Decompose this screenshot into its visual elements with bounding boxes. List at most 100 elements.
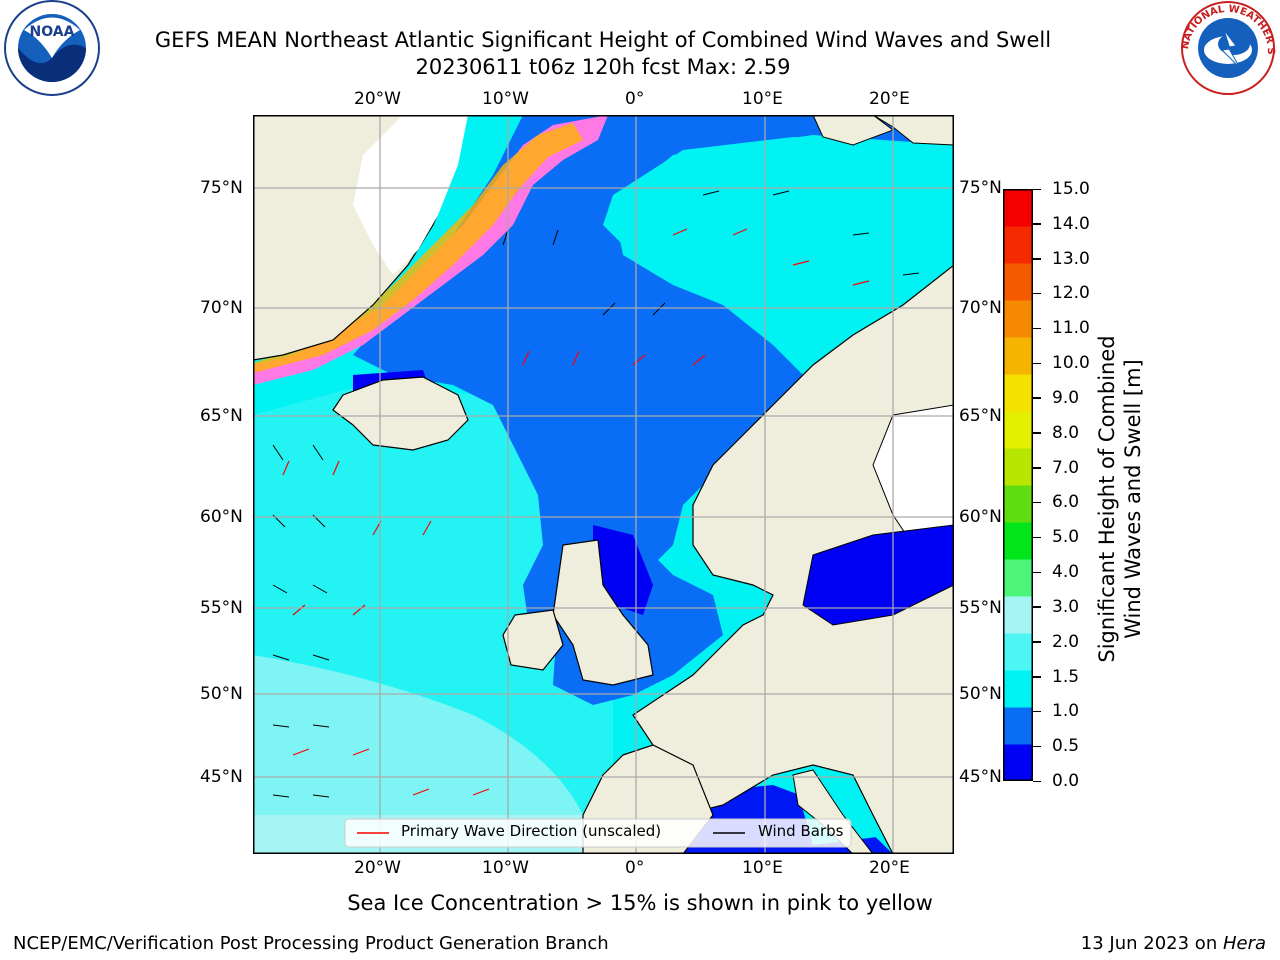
bottom-lon-tick: 10°W [482,858,529,878]
bottom-lon-tick: 0° [625,858,645,878]
colorbar-segment [1003,189,1033,227]
colorbar-tick-mark [1033,536,1041,539]
right-lat-tick: 50°N [959,684,1002,704]
right-lat-tick: 60°N [959,507,1002,527]
colorbar-tick-label: 7.0 [1052,457,1080,478]
colorbar-tick-label: 13.0 [1052,248,1090,269]
colorbar [1003,189,1033,781]
wind-barbs [272,190,920,798]
colorbar-tick-mark [1033,258,1041,260]
colorbar-tick-label: 1.5 [1052,666,1080,687]
footer-date-text: 13 Jun 2023 on [1080,933,1223,954]
top-lon-tick: 20°E [869,89,910,109]
left-lat-tick: 60°N [200,507,243,527]
top-lon-tick: 20°W [354,89,401,109]
ocean-mid-region [253,385,613,815]
colorbar-frame [1003,189,1033,781]
right-lat-tick: 75°N [959,178,1002,198]
colorbar-tick-label: 1.0 [1052,701,1080,722]
colorbar-tick-label: 0.0 [1052,771,1080,791]
map-caption: Sea Ice Concentration > 15% is shown in … [347,891,933,915]
great-britain-land [552,539,654,686]
colorbar-segment [1003,559,1033,597]
colorbar-tick-label: 14.0 [1052,213,1090,234]
right-lat-tick: 45°N [959,767,1002,787]
colorbar-tick-mark [1033,571,1041,574]
europe-land [632,264,954,854]
left-lat-tick: 55°N [200,598,243,618]
colorbar-tick-label: 5.0 [1052,527,1080,548]
left-lat-tick: 50°N [200,684,243,704]
colorbar-segment [1003,448,1033,486]
colorbar-tick-mark [1033,467,1041,469]
sea-ice-orange [253,123,583,373]
nws-logo: NATIONAL WEATHER SERVICE [1178,0,1276,95]
colorbar-tick-label: 15.0 [1052,179,1090,199]
colorbar-tick-label: 9.0 [1052,387,1080,408]
greenland-ice-cap [353,115,468,275]
colorbar-segment [1003,670,1033,708]
legend-box [344,818,852,848]
ireland-land [502,609,564,671]
colorbar-tick-mark [1033,397,1041,399]
colorbar-segment [1003,744,1033,781]
noaa-logo: NOAA [4,0,100,96]
colorbar-tick-mark [1033,501,1041,504]
colorbar-tick-mark [1033,432,1041,434]
colorbar-segment [1003,633,1033,671]
left-lat-tick: 70°N [200,298,243,318]
colorbar-segment [1003,707,1033,745]
left-lat-tick: 75°N [200,178,243,198]
right-lat-tick: 65°N [959,406,1002,426]
iceland-land [332,376,469,451]
colorbar-segment [1003,300,1033,338]
colorbar-segment [1003,374,1033,412]
colorbar-tick-mark [1033,362,1041,365]
footer-date: 13 Jun 2023 on Hera [1081,933,1266,954]
svalbard-land [812,115,895,146]
map-frame [253,115,954,854]
bottom-lon-tick: 20°E [869,858,910,878]
right-lat-tick: 55°N [959,598,1002,618]
map-panel [253,115,954,854]
colorbar-label: Significant Height of Combined Wind Wave… [1095,335,1145,663]
colorbar-tick-label: 4.0 [1052,562,1080,583]
colorbar-segment [1003,226,1033,264]
colorbar-segment [1003,485,1033,523]
chart-title: GEFS MEAN Northeast Atlantic Significant… [154,28,1052,52]
colorbar-tick-mark [1033,780,1041,782]
colorbar-tick-mark [1033,710,1041,713]
colorbar-tick-mark [1033,223,1041,225]
colorbar-tick-mark [1033,188,1041,190]
colorbar-tick-label: 3.0 [1052,596,1080,617]
footer-host: Hera [1222,933,1266,954]
left-lat-tick: 45°N [200,767,243,787]
colorbar-segment [1003,263,1033,301]
colorbar-tick-mark [1033,676,1041,678]
left-lat-tick: 65°N [200,406,243,426]
right-lat-tick: 70°N [959,298,1002,318]
top-lon-tick: 0° [625,89,645,109]
colorbar-tick-mark [1033,641,1041,643]
colorbar-segment [1003,596,1033,634]
colorbar-tick-label: 8.0 [1052,422,1080,443]
chart-subtitle: 20230611 t06z 120h fcst Max: 2.59 [415,55,791,79]
colorbar-tick-mark [1033,745,1041,748]
colorbar-tick-mark [1033,327,1041,330]
colorbar-tick-label: 10.0 [1052,353,1090,374]
colorbar-segment [1003,522,1033,560]
colorbar-tick-mark [1033,292,1041,295]
bottom-lon-tick: 10°E [742,858,783,878]
colorbar-tick-label: 12.0 [1052,283,1090,304]
ocean-barents-cyan [603,137,954,355]
legend-wave-label: Primary Wave Direction (unscaled) [401,822,662,840]
top-lon-tick: 10°E [742,89,783,109]
colorbar-tick-mark [1033,606,1041,608]
graticule [253,115,954,854]
colorbar-segment [1003,337,1033,375]
colorbar-tick-label: 11.0 [1052,318,1090,339]
legend-wind-label: Wind Barbs [758,822,844,840]
colorbar-tick-label: 2.0 [1052,631,1080,652]
bottom-lon-tick: 20°W [354,858,401,878]
top-lon-tick: 10°W [482,89,529,109]
